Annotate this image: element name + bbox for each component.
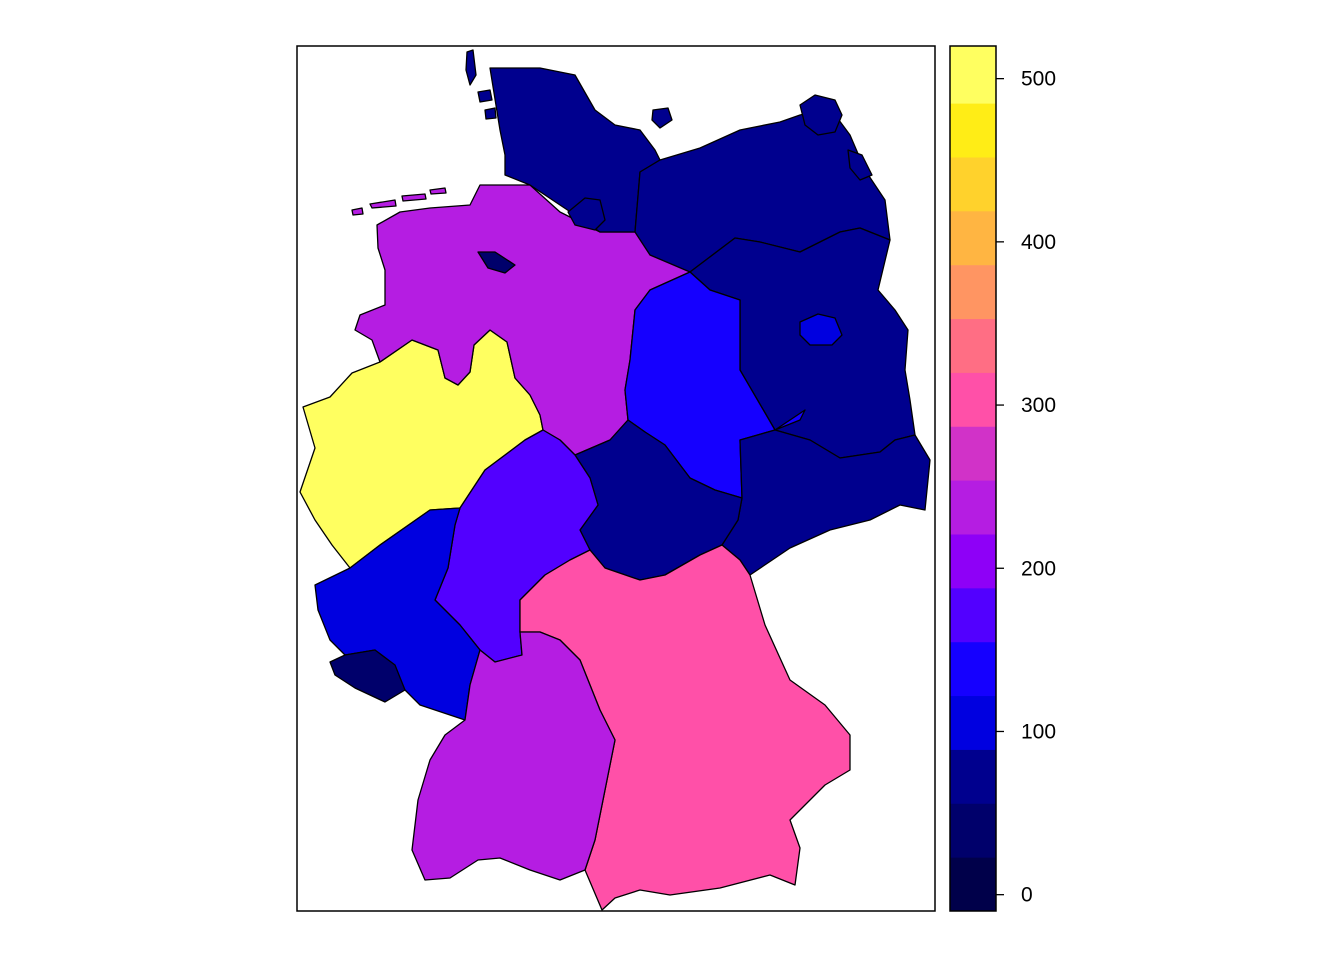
- legend-bin: [950, 749, 996, 804]
- region-island-ni-2: [369, 199, 397, 209]
- legend-tick-label: 0: [1021, 884, 1033, 907]
- region-island-ni-3: [401, 193, 427, 202]
- color-legend: 0 100 200 300 400 500: [949, 45, 1056, 912]
- legend-bin: [950, 803, 996, 858]
- legend-tick-label: 200: [1021, 557, 1056, 580]
- legend-bin: [950, 318, 996, 373]
- region-bremen: [477, 251, 516, 274]
- region-island-sh-fehmarn: [651, 107, 673, 129]
- legend-bin: [950, 480, 996, 535]
- legend-ticks: 0 100 200 300 400 500: [996, 68, 1056, 907]
- region-island-mv-ruegen: [799, 94, 843, 136]
- legend-bin: [950, 372, 996, 427]
- legend-bin: [950, 426, 996, 481]
- legend-bin: [950, 533, 996, 589]
- legend-bin: [950, 264, 996, 320]
- legend-tick-label: 300: [1021, 394, 1056, 417]
- region-niedersachsen: [354, 184, 691, 456]
- legend-bin: [950, 857, 996, 912]
- region-island-mv-usedom: [847, 149, 873, 181]
- region-island-ni-4: [429, 187, 447, 195]
- legend-tick-label: 400: [1021, 231, 1056, 254]
- legend-bin: [950, 695, 996, 750]
- map-regions: [299, 49, 931, 911]
- legend-tick-label: 500: [1021, 68, 1056, 91]
- region-island-sh-pellworm: [484, 107, 497, 120]
- legend-bin: [950, 156, 996, 212]
- region-baden-wuerttemberg: [411, 631, 616, 881]
- region-island-sh-sylt: [465, 49, 477, 86]
- region-island-sh-foehr: [477, 89, 493, 103]
- legend-frame: [949, 45, 997, 912]
- legend-bin: [950, 641, 996, 697]
- legend-bin: [950, 587, 996, 643]
- region-island-ni-1: [351, 207, 364, 216]
- legend-bin: [950, 46, 996, 104]
- legend-bin: [950, 210, 996, 266]
- legend-bin: [950, 103, 996, 158]
- legend-tick-label: 100: [1021, 720, 1056, 743]
- region-saarland: [329, 649, 406, 703]
- region-hamburg: [567, 197, 606, 231]
- region-berlin: [799, 313, 843, 346]
- legend-color-bins: [950, 46, 996, 912]
